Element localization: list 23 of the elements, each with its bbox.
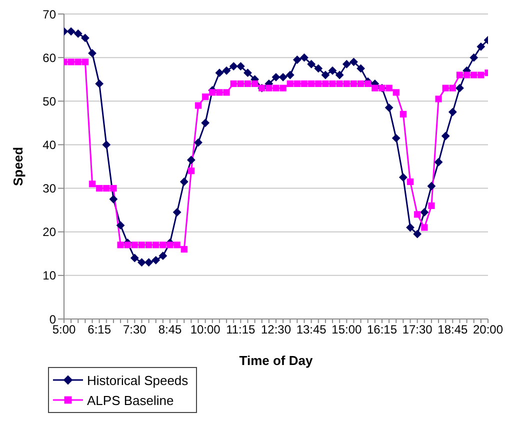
y-tick-label: 50: [42, 94, 56, 108]
y-tick-label: 10: [42, 268, 56, 283]
y-axis-title: Speed: [10, 146, 26, 186]
y-tick-label: 70: [42, 7, 56, 22]
y-tick-label: 60: [42, 50, 56, 65]
x-tick-label: 20:00: [472, 322, 504, 337]
x-tick-label: 13:45: [296, 322, 327, 337]
y-tick-label: 40: [42, 138, 56, 152]
x-tick-label: 6:15: [88, 322, 112, 337]
x-tick-label: 11:15: [226, 322, 256, 337]
x-tick-label: 16:15: [366, 322, 398, 337]
x-tick-label: 17:30: [402, 322, 433, 337]
legend-label: ALPS Baseline: [87, 392, 174, 408]
x-tick-label: 15:00: [332, 322, 362, 337]
x-tick-label: 12:30: [260, 322, 292, 337]
x-tick-label: 7:30: [122, 322, 147, 337]
legend-label: Historical Speeds: [87, 372, 188, 388]
x-tick-label: 8:45: [158, 322, 182, 337]
x-tick-label: 18:45: [438, 322, 468, 337]
x-tick-label: 10:00: [190, 322, 221, 337]
y-tick-label: 30: [42, 182, 56, 196]
y-tick-label: 20: [42, 225, 56, 240]
x-axis-title: Time of Day: [239, 353, 314, 368]
